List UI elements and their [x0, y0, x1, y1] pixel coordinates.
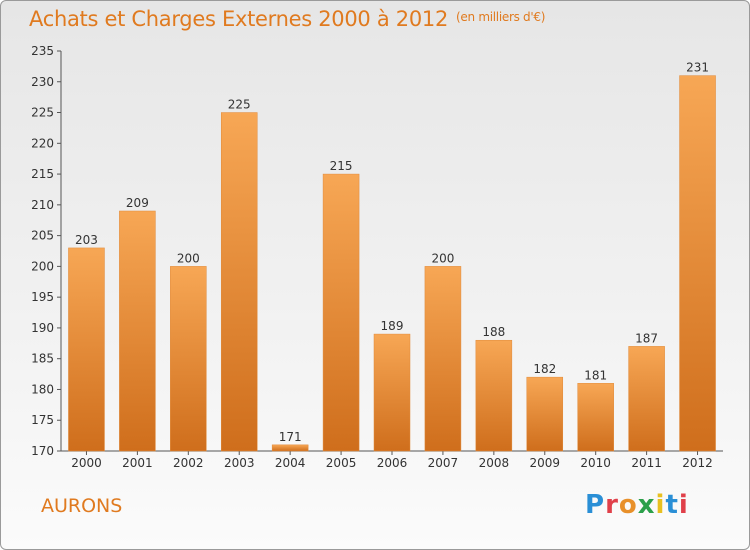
- bar-2008: [475, 339, 513, 452]
- bar-2011: [628, 346, 665, 452]
- bar-2004: [271, 444, 309, 452]
- x-tick-label: 2001: [122, 456, 153, 470]
- bar-value-label: 209: [126, 196, 149, 210]
- x-tick-label: 2012: [682, 456, 713, 470]
- bar-2003: [220, 112, 258, 452]
- y-tick-label: 190: [31, 321, 54, 335]
- x-tick-label: 2007: [428, 456, 459, 470]
- bar-value-label: 215: [330, 159, 353, 173]
- bar-value-label: 188: [482, 325, 505, 339]
- bar-2010: [577, 383, 614, 452]
- x-tick-label: 2000: [71, 456, 102, 470]
- x-tick-label: 2005: [326, 456, 357, 470]
- x-tick-label: 2002: [173, 456, 204, 470]
- bar-value-label: 200: [431, 251, 454, 265]
- y-tick-label: 205: [31, 229, 54, 243]
- bar-2002: [170, 266, 207, 452]
- bar-2001: [119, 210, 156, 452]
- bar-value-label: 181: [584, 368, 607, 382]
- bar-value-label: 171: [279, 430, 302, 444]
- x-tick-label: 2004: [275, 456, 306, 470]
- x-tick-label: 2009: [529, 456, 560, 470]
- y-tick-label: 200: [31, 259, 54, 273]
- bar-value-label: 200: [177, 251, 200, 265]
- bar-value-label: 231: [686, 61, 709, 75]
- bar-value-label: 225: [228, 98, 251, 112]
- y-tick-label: 170: [31, 444, 54, 458]
- bar-2006: [373, 333, 411, 452]
- y-tick-label: 230: [31, 75, 54, 89]
- bar-value-label: 203: [75, 233, 98, 247]
- y-tick-label: 225: [31, 106, 54, 120]
- place-name: AURONS: [41, 495, 123, 517]
- y-tick-label: 195: [31, 290, 54, 304]
- bar-value-label: 182: [533, 362, 556, 376]
- x-tick-label: 2010: [580, 456, 611, 470]
- bar-2000: [68, 247, 105, 452]
- proxiti-logo[interactable]: Proxiti: [585, 490, 689, 520]
- x-tick-label: 2008: [479, 456, 510, 470]
- x-tick-label: 2011: [631, 456, 662, 470]
- chart-title-text: Achats et Charges Externes 2000 à 2012: [29, 7, 449, 31]
- y-tick-label: 235: [31, 44, 54, 58]
- y-tick-label: 220: [31, 136, 54, 150]
- y-tick-label: 180: [31, 382, 54, 396]
- bar-2012: [679, 75, 716, 452]
- chart-subtitle: (en milliers d'€): [456, 10, 546, 24]
- bar-2005: [322, 173, 360, 452]
- bar-value-label: 187: [635, 331, 658, 345]
- bar-value-label: 189: [381, 319, 404, 333]
- y-tick-label: 215: [31, 167, 54, 181]
- y-tick-label: 185: [31, 352, 54, 366]
- bar-2009: [526, 376, 564, 452]
- y-tick-label: 175: [31, 413, 54, 427]
- chart-title: Achats et Charges Externes 2000 à 2012 (e…: [29, 7, 545, 31]
- x-tick-label: 2003: [224, 456, 255, 470]
- bar-2007: [424, 266, 462, 452]
- y-tick-label: 210: [31, 198, 54, 212]
- x-tick-label: 2006: [377, 456, 408, 470]
